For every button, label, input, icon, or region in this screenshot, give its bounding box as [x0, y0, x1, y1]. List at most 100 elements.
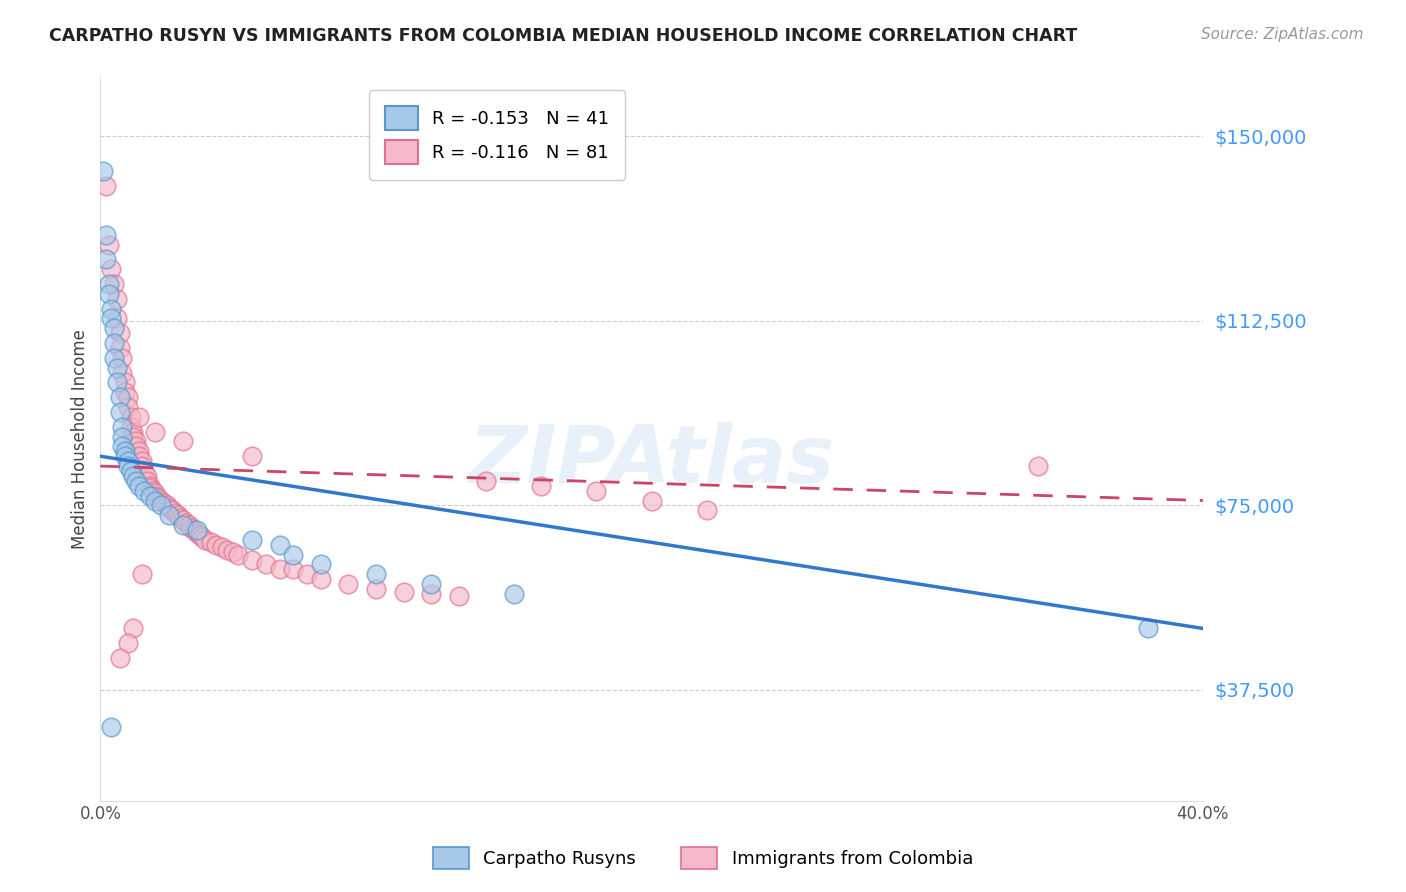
Point	[309, 558, 332, 572]
Point	[111, 366, 134, 380]
Point	[125, 439, 148, 453]
Point	[166, 508, 188, 523]
Point	[585, 483, 607, 498]
Point	[111, 351, 134, 365]
Point	[100, 311, 122, 326]
Point	[163, 506, 186, 520]
Point	[97, 237, 120, 252]
Point	[108, 341, 131, 355]
Point	[120, 409, 142, 424]
Point	[447, 590, 470, 604]
Point	[269, 538, 291, 552]
Point	[128, 479, 150, 493]
Point	[103, 321, 125, 335]
Point	[211, 541, 233, 555]
Point	[240, 533, 263, 547]
Point	[100, 720, 122, 734]
Point	[134, 483, 156, 498]
Point	[269, 562, 291, 576]
Point	[122, 469, 145, 483]
Point	[105, 311, 128, 326]
Legend: R = -0.153   N = 41, R = -0.116   N = 81: R = -0.153 N = 41, R = -0.116 N = 81	[368, 90, 626, 180]
Point	[186, 525, 208, 540]
Point	[221, 545, 243, 559]
Point	[217, 542, 239, 557]
Point	[122, 622, 145, 636]
Point	[240, 552, 263, 566]
Point	[186, 523, 208, 537]
Point	[100, 301, 122, 316]
Point	[94, 178, 117, 193]
Point	[160, 503, 183, 517]
Point	[139, 481, 162, 495]
Point	[91, 164, 114, 178]
Point	[145, 489, 167, 503]
Point	[240, 449, 263, 463]
Point	[145, 493, 167, 508]
Point	[103, 336, 125, 351]
Point	[111, 429, 134, 443]
Point	[696, 503, 718, 517]
Point	[117, 636, 139, 650]
Point	[152, 496, 174, 510]
Point	[530, 479, 553, 493]
Point	[111, 439, 134, 453]
Point	[94, 227, 117, 242]
Point	[145, 425, 167, 439]
Point	[97, 277, 120, 291]
Point	[194, 533, 217, 547]
Point	[94, 252, 117, 267]
Point	[283, 562, 305, 576]
Point	[131, 454, 153, 468]
Point	[117, 454, 139, 468]
Point	[117, 400, 139, 414]
Point	[157, 508, 180, 523]
Point	[145, 486, 167, 500]
Point	[105, 376, 128, 390]
Point	[188, 528, 211, 542]
Point	[150, 493, 173, 508]
Point	[105, 292, 128, 306]
Point	[139, 479, 162, 493]
Point	[148, 491, 170, 505]
Point	[157, 500, 180, 515]
Point	[105, 360, 128, 375]
Point	[117, 459, 139, 474]
Point	[125, 434, 148, 449]
Point	[640, 493, 662, 508]
Point	[205, 538, 228, 552]
Point	[120, 464, 142, 478]
Point	[200, 535, 222, 549]
Point	[108, 405, 131, 419]
Point	[136, 474, 159, 488]
Y-axis label: Median Household Income: Median Household Income	[72, 329, 89, 549]
Point	[309, 572, 332, 586]
Legend: Carpatho Rusyns, Immigrants from Colombia: Carpatho Rusyns, Immigrants from Colombi…	[423, 838, 983, 879]
Point	[420, 587, 443, 601]
Point	[128, 444, 150, 458]
Point	[111, 419, 134, 434]
Point	[475, 474, 498, 488]
Point	[97, 286, 120, 301]
Point	[1136, 622, 1159, 636]
Point	[364, 567, 387, 582]
Point	[103, 277, 125, 291]
Point	[134, 464, 156, 478]
Point	[1026, 459, 1049, 474]
Point	[131, 459, 153, 474]
Point	[122, 425, 145, 439]
Point	[155, 499, 177, 513]
Point	[283, 548, 305, 562]
Point	[128, 449, 150, 463]
Point	[120, 419, 142, 434]
Point	[172, 434, 194, 449]
Point	[122, 429, 145, 443]
Point	[183, 523, 205, 537]
Text: CARPATHO RUSYN VS IMMIGRANTS FROM COLOMBIA MEDIAN HOUSEHOLD INCOME CORRELATION C: CARPATHO RUSYN VS IMMIGRANTS FROM COLOMB…	[49, 27, 1077, 45]
Point	[337, 577, 360, 591]
Point	[254, 558, 277, 572]
Point	[172, 518, 194, 533]
Point	[139, 489, 162, 503]
Point	[131, 567, 153, 582]
Point	[117, 390, 139, 404]
